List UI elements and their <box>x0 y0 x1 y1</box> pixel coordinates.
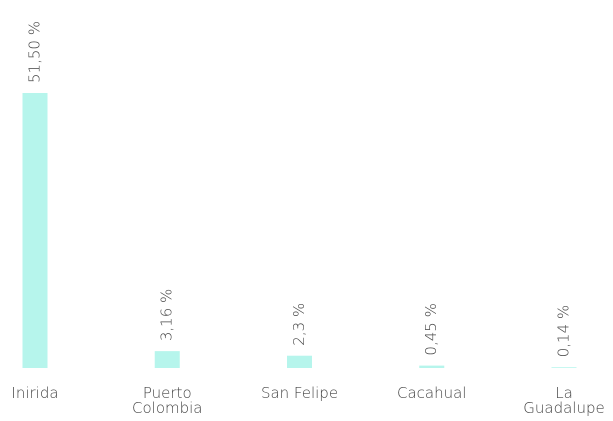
bar <box>287 355 312 368</box>
x-tick-label: San Felipe <box>260 384 339 402</box>
value-label: 51,50 % <box>26 21 44 83</box>
x-tick-label: La Guadalupe <box>523 384 605 417</box>
value-label: 3,16 % <box>158 289 176 341</box>
bar <box>154 351 180 368</box>
value-label: 0,14 % <box>555 305 573 357</box>
bar <box>22 93 48 368</box>
x-tick-label: Inirida <box>11 384 59 402</box>
bar <box>419 365 445 368</box>
value-label: 0,45 % <box>422 303 440 355</box>
x-tick-label: Puerto Colombia <box>132 384 203 417</box>
value-label: 2,3 % <box>290 303 308 346</box>
bar <box>551 367 577 368</box>
x-tick-label: Cacahual <box>397 384 467 402</box>
